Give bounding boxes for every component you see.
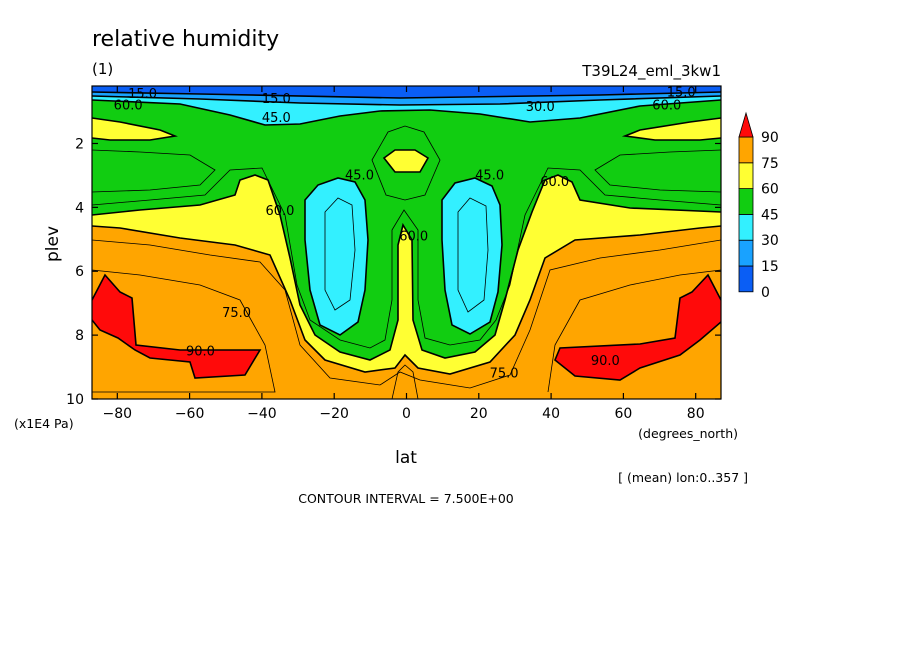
- x-tick-label: 20: [470, 406, 488, 422]
- contour-label: 15.0: [667, 86, 696, 101]
- experiment-label: T39L24_eml_3kw1: [581, 62, 721, 81]
- y-tick-label: 4: [75, 200, 84, 216]
- colorbar-box: [738, 162, 754, 190]
- colorbar-tick-label: 45: [761, 207, 779, 223]
- contour-label: 45.0: [345, 169, 374, 184]
- contour-line-60: [92, 174, 721, 361]
- contour-label: 90.0: [186, 344, 215, 359]
- contour-line-52-5: [92, 167, 721, 349]
- contour-line-52-5-upper-nh: [594, 149, 721, 193]
- x-tick-label: 40: [542, 406, 560, 422]
- colorbar-tick-label: 15: [761, 259, 779, 275]
- contour-line-82-5-eq: [391, 364, 419, 399]
- contour-line-37-5-sh: [324, 197, 356, 311]
- contour-line-45-upper: [92, 99, 721, 126]
- fill-pocket-sh: [92, 118, 175, 140]
- contour-label: 15.0: [128, 87, 157, 102]
- contour-line-90-sh: [92, 273, 262, 379]
- fill-dry-tongue-sh: [305, 178, 368, 335]
- y-tick-label: 8: [75, 328, 84, 344]
- contour-line-45-tongue-nh: [441, 177, 503, 335]
- fill-level-90-sh: [92, 275, 260, 378]
- y-tick-label: 10: [66, 392, 84, 408]
- contour-label: 60.0: [266, 204, 295, 219]
- contour-line-52-5-upper-sh: [92, 149, 216, 193]
- y-units-label: (x1E4 Pa): [14, 416, 74, 431]
- contour-label: 75.0: [490, 367, 519, 382]
- y-tick-label: 2: [75, 136, 84, 152]
- colorbar-box: [738, 188, 754, 215]
- axis-ticks: [92, 86, 721, 400]
- mean-note: [ (mean) lon:0..357 ]: [618, 470, 748, 485]
- contour-interval-note: CONTOUR INTERVAL = 7.500E+00: [298, 491, 514, 506]
- contour-label: 60.0: [114, 98, 143, 113]
- x-tick-labels: −80 −60 −40 −20 0 20 40 60 80: [103, 406, 705, 422]
- contour-label: 75.0: [222, 306, 251, 321]
- colorbar-tick-label: 75: [761, 156, 779, 172]
- colorbar-box: [738, 239, 754, 267]
- contour-line-60-pocket-sh: [92, 117, 178, 141]
- x-tick-label: 0: [402, 406, 411, 422]
- contour-label: 30.0: [526, 100, 555, 115]
- x-tick-label: 60: [614, 406, 632, 422]
- contour-line-52-5-eq: [371, 125, 441, 201]
- y-axis-label: plev: [43, 226, 63, 262]
- contour-line-37-5-nh: [457, 197, 489, 313]
- contour-lines: [92, 91, 721, 399]
- contour-line-45-tongue-sh: [304, 177, 369, 336]
- contour-line-30-upper: [92, 95, 721, 106]
- contour-label: 45.0: [475, 169, 504, 184]
- contour-line-15-upper: [92, 91, 721, 99]
- fill-pocket-eq: [384, 150, 428, 172]
- colorbar-tick-label: 0: [761, 285, 770, 301]
- x-tick-label: −80: [103, 406, 133, 422]
- contour-line-90-nh: [554, 273, 721, 381]
- colorbar-tick-label: 30: [761, 233, 779, 249]
- colorbar-box: [738, 265, 754, 293]
- y-tick-labels: 2 4 6 8 10: [66, 136, 84, 408]
- contour-label: 15.0: [262, 92, 291, 107]
- x-tick-label: −40: [247, 406, 277, 422]
- contour-line-67-5: [92, 239, 721, 389]
- x-tick-label: −20: [319, 406, 349, 422]
- contour-labels: 15.060.0 15.045.030.015.060.045.0 45.060.0…: [114, 86, 696, 382]
- fill-dry-tongue-nh: [442, 178, 502, 334]
- contour-label: 90.0: [591, 354, 620, 369]
- colorbar: 0 15 30 45 60 75 90: [738, 111, 779, 301]
- x-tick-label: 80: [687, 406, 705, 422]
- fill-pocket-nh: [625, 118, 721, 140]
- contour-line-82-5: [92, 269, 721, 393]
- contour-label: 60.0: [652, 98, 681, 113]
- colorbar-box: [738, 136, 754, 164]
- colorbar-arrow: [738, 111, 754, 138]
- colorbar-tick-label: 60: [761, 182, 779, 198]
- contour-label: 60.0: [540, 175, 569, 190]
- colorbar-tick-label: 90: [761, 130, 779, 146]
- contour-line-60-pocket-eq: [382, 149, 430, 173]
- colorbar-box: [738, 213, 754, 241]
- x-tick-label: −60: [175, 406, 205, 422]
- chart-subtitle: (1): [92, 60, 113, 78]
- contour-line-75: [92, 225, 721, 375]
- y-tick-label: 6: [75, 264, 84, 280]
- contour-line-60-pocket-nh: [621, 117, 721, 141]
- fill-level-90-nh: [555, 275, 721, 380]
- contour-label: 45.0: [262, 111, 291, 126]
- contour-label: 60.0: [399, 229, 428, 244]
- chart-title: relative humidity: [92, 27, 279, 52]
- x-axis-label: lat: [395, 448, 417, 468]
- fill-level-45-60: [92, 86, 721, 360]
- x-units-label: (degrees_north): [638, 426, 738, 441]
